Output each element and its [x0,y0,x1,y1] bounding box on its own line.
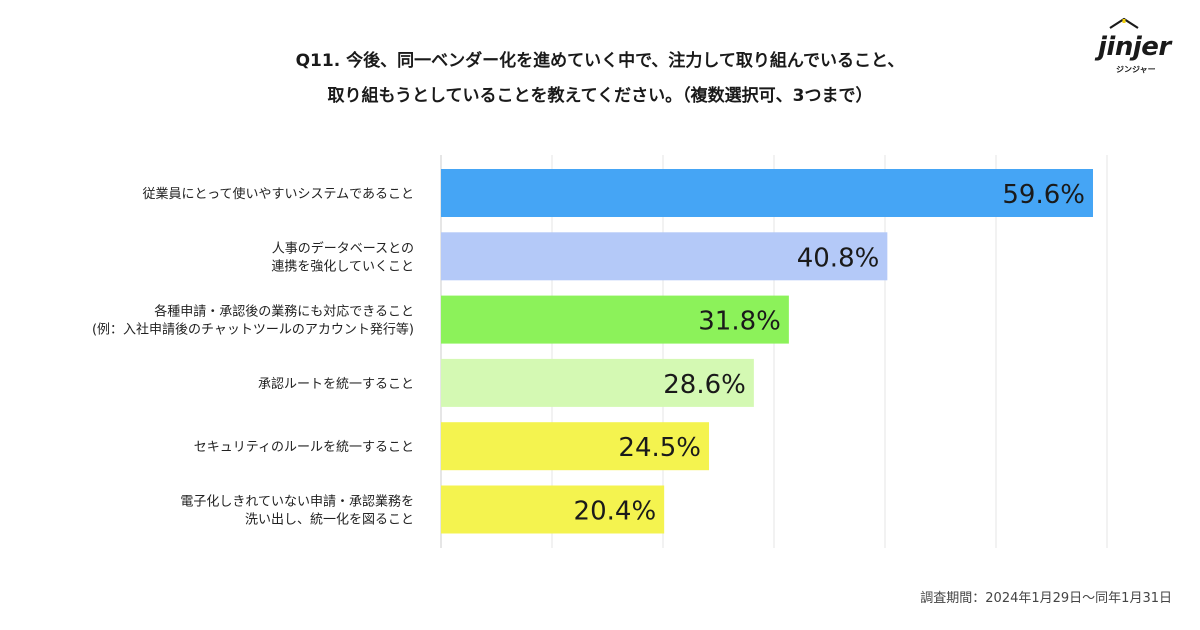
bar-value-label: 31.8% [698,307,781,337]
chart-title-line-1: Q11. 今後、同一ベンダー化を進めていく中で、注力して取り組んでいること、 [295,51,905,71]
bar [441,358,754,407]
bar-value-label: 40.8% [797,243,880,273]
logo-wordmark: jinjer [1098,32,1171,62]
category-label: 洗い出し、統一化を図ること [245,513,414,528]
bar-value-label: 20.4% [574,497,657,527]
house-roof-icon [1109,17,1139,29]
category-label: セキュリティのルールを統一すること [194,440,414,455]
category-label: 人事のデータベースとの [272,240,414,256]
bar [441,232,888,281]
bar [441,295,789,344]
category-label: 従業員にとって使いやすいシステムであること [143,186,414,202]
logo-subtitle: ジンジャー [1116,65,1156,74]
category-label: 承認ルートを統一すること [258,376,414,392]
category-label: 各種申請・承認後の業務にも対応できること [154,304,414,320]
category-label: 連携を強化していくこと [271,258,414,274]
bar-value-label: 28.6% [663,370,746,400]
bar-value-label: 59.6% [1002,180,1085,210]
chart-title-line-2: 取り組もうとしていることを教えてください。（複数選択可、3つまで） [327,86,873,106]
bar [441,169,1093,217]
jinjer-logo: jinjer ジンジャー [1088,14,1178,74]
survey-period-note: 調査期間：2024年1月29日〜同年1月31日 [920,591,1172,606]
category-label: (例：入社申請後のチャットツールのアカウント発行等) [92,322,414,338]
chart-title: Q11. 今後、同一ベンダー化を進めていく中で、注力して取り組んでいること、 取… [0,44,1200,114]
bar [441,422,710,471]
category-label: 電子化しきれていない申請・承認業務を [180,494,414,510]
bar [441,485,665,534]
bar-value-label: 24.5% [618,433,701,463]
